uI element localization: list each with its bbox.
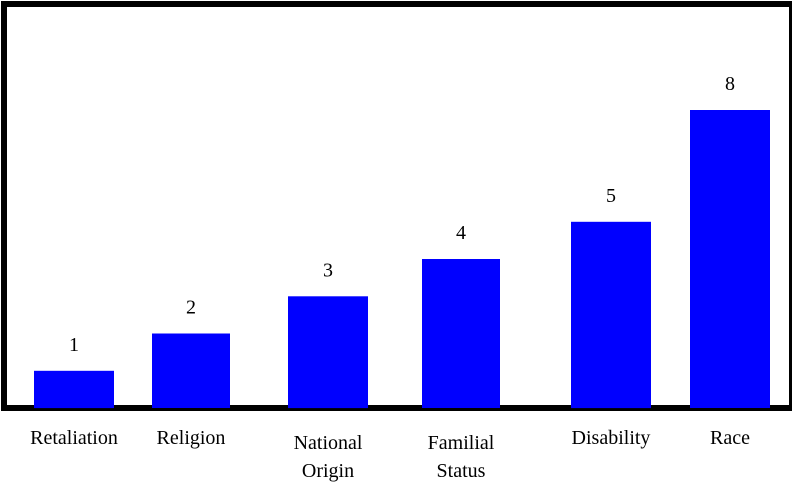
category-label-1: Religion [157, 427, 226, 449]
category-label-5: Race [710, 427, 750, 449]
value-label-4: 5 [606, 185, 616, 207]
category-label-line: Status [437, 460, 486, 482]
plot-frame [4, 4, 792, 408]
bars-group [34, 110, 770, 408]
bar-2 [288, 296, 368, 408]
category-label-line: National [294, 432, 363, 454]
category-label-3: Familial Status [428, 432, 495, 482]
category-label-line: Race [710, 427, 750, 449]
category-label-line: Disability [572, 427, 651, 449]
category-label-0: Retaliation [30, 427, 118, 449]
value-label-5: 8 [725, 73, 735, 95]
category-label-line: Retaliation [30, 427, 118, 449]
value-label-1: 2 [186, 297, 196, 319]
value-label-3: 4 [456, 222, 466, 244]
category-label-line: Origin [302, 460, 354, 482]
category-label-line: Religion [157, 427, 226, 449]
bar-0 [34, 371, 114, 408]
category-label-line: Familial [428, 432, 495, 454]
bar-4 [571, 222, 651, 408]
bar-3 [422, 259, 500, 408]
category-label-4: Disability [572, 427, 651, 449]
value-label-2: 3 [323, 259, 333, 281]
bar-1 [152, 334, 230, 409]
bar-5 [690, 110, 770, 408]
category-label-2: National Origin [294, 432, 363, 482]
category-labels-group: Retaliation Religion National Origin Familia… [30, 427, 750, 482]
value-label-0: 1 [69, 334, 79, 356]
